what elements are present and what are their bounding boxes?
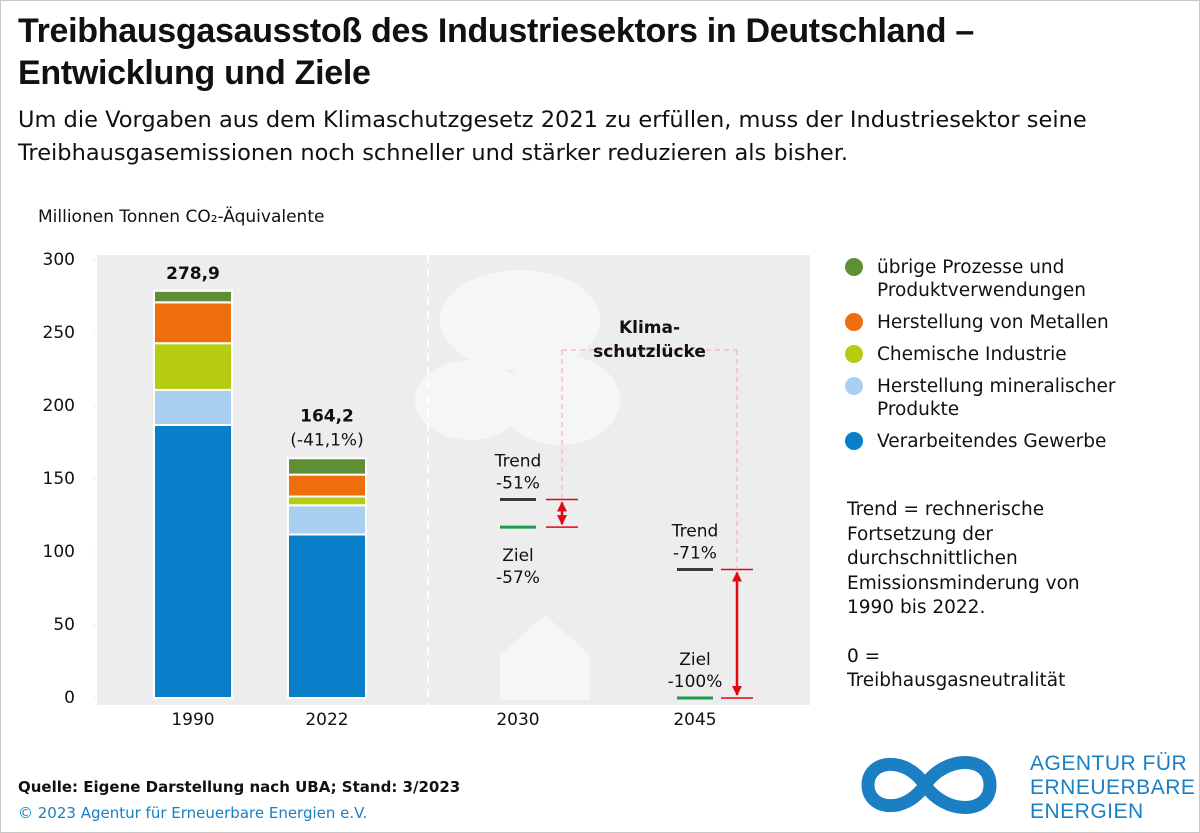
legend: übrige Prozesse und Produktverwendungen H… [845,256,1175,462]
bar-segment [287,495,367,507]
note: 0 = Treibhausgasneutralität [847,645,1066,692]
logo-icon [861,756,997,814]
chart-title: Treibhausgasausstoß des Industriesektors… [18,12,974,92]
background-illustration [415,270,620,700]
legend-label: Herstellung mineralischer Produkte [877,376,1116,420]
legend-item: Herstellung von Metallen [845,311,1175,334]
legend-swatch [845,258,863,276]
y-tick-label: 250 [43,323,75,343]
target-name: Ziel [679,650,711,670]
legend-label: Herstellung von Metallen [877,312,1109,333]
legend-label: Chemische Industrie [877,344,1067,365]
trend-name: Trend [671,522,719,542]
bar-segment [287,473,367,498]
legend-item: Chemische Industrie [845,343,1175,366]
copyright: © 2023 Agentur für Erneuerbare Energien … [18,804,368,822]
y-axis-label: Millionen Tonnen CO₂-Äquivalente [38,206,324,227]
note: Trend = rechnerische Fortsetzung der dur… [847,499,1080,618]
legend-swatch [845,432,863,450]
target-change: -100% [668,672,723,692]
y-tick-label: 300 [43,250,75,270]
change-label: (-41,1%) [290,430,363,450]
target-name: Ziel [502,546,534,566]
legend-label: übrige Prozesse und Produktverwendungen [877,257,1087,301]
y-tick-label: 150 [43,469,75,489]
bar-segment [153,342,233,391]
legend-label: Verarbeitendes Gewerbe [877,431,1107,452]
target-change: -57% [496,568,540,588]
notes: Trend = rechnerische Fortsetzung der dur… [847,498,1087,718]
total-label: 278,9 [166,264,220,284]
x-tick-label: 2022 [305,710,348,730]
bar-segment [153,301,233,345]
bar-segment [153,423,233,699]
logo-line: ENERGIEN [1030,800,1144,823]
legend-swatch [845,345,863,363]
y-tick-label: 0 [64,688,75,708]
y-tick-label: 100 [43,542,75,562]
bar-segment [153,388,233,426]
logo-line: AGENTUR FÜR [1030,752,1188,775]
total-label: 164,2 [300,406,354,426]
legend-swatch [845,377,863,395]
bar-segment [287,504,367,536]
trend-change: -71% [673,544,717,564]
y-tick-label: 50 [53,615,75,635]
x-tick-label: 2030 [496,710,539,730]
logo-text: AGENTUR FÜR ERNEUERBARE ENERGIEN [1030,752,1195,824]
bar-segment [287,457,367,476]
legend-item: Herstellung mineralischer Produkte [845,375,1175,421]
legend-item: übrige Prozesse und Produktverwendungen [845,256,1175,302]
y-tick-label: 200 [43,396,75,416]
bar-segment [287,533,367,699]
source: Quelle: Eigene Darstellung nach UBA; Sta… [18,778,461,796]
trend-change: -51% [496,473,540,493]
x-tick-label: 1990 [171,710,214,730]
trend-name: Trend [494,451,542,471]
legend-swatch [845,313,863,331]
bar-segment [153,289,233,304]
gap-label: Klima- [619,318,680,338]
gap-label: schutzlücke [593,342,706,362]
chart-subtitle: Um die Vorgaben aus dem Klimaschutzgeset… [18,107,1087,166]
logo-line: ERNEUERBARE [1030,776,1196,799]
x-tick-label: 2045 [673,710,716,730]
legend-item: Verarbeitendes Gewerbe [845,430,1175,453]
